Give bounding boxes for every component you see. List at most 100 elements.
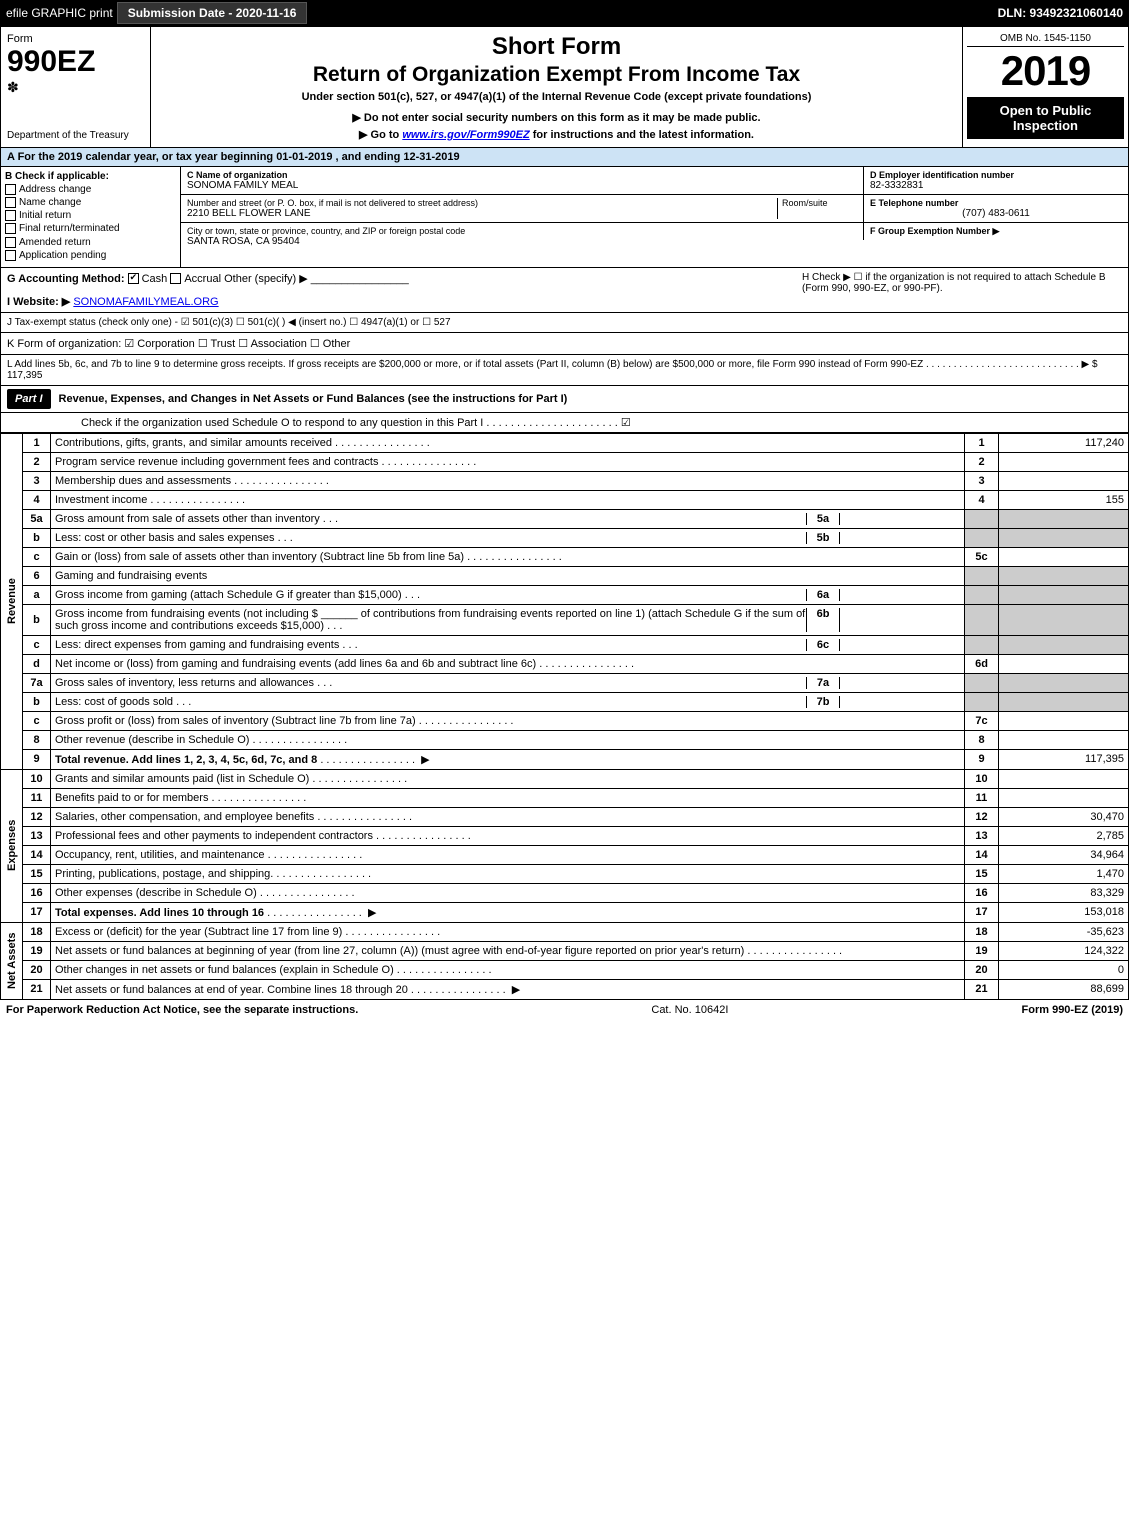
line-desc: Contributions, gifts, grants, and simila… [51, 433, 965, 452]
line-number: 11 [23, 788, 51, 807]
line-number: 13 [23, 826, 51, 845]
chk-name-change[interactable]: Name change [5, 197, 176, 208]
section-b: B Check if applicable: Address change Na… [1, 167, 181, 267]
org-name: SONOMA FAMILY MEAL [187, 180, 857, 191]
line-value: 34,964 [999, 845, 1129, 864]
line-row: cLess: direct expenses from gaming and f… [1, 635, 1129, 654]
line-desc: Investment income . . . . . . . . . . . … [51, 490, 965, 509]
side-label-netassets: Net Assets [1, 922, 23, 999]
line-value: 88,699 [999, 979, 1129, 999]
h-text: H Check ▶ ☐ if the organization is not r… [792, 272, 1122, 308]
line-ref: 1 [965, 433, 999, 452]
section-c: C Name of organization SONOMA FAMILY MEA… [181, 167, 863, 267]
line-ref: 12 [965, 807, 999, 826]
line-ref: 3 [965, 471, 999, 490]
line-number: 8 [23, 730, 51, 749]
line-number: 20 [23, 960, 51, 979]
line-row: 8Other revenue (describe in Schedule O) … [1, 730, 1129, 749]
line-desc: Gross income from gaming (attach Schedul… [51, 585, 965, 604]
chk-address-change[interactable]: Address change [5, 184, 176, 195]
line-desc: Gross amount from sale of assets other t… [51, 509, 965, 528]
line-value [999, 654, 1129, 673]
footer: For Paperwork Reduction Act Notice, see … [0, 1000, 1129, 1020]
line-value [999, 788, 1129, 807]
line-row: 6Gaming and fundraising events [1, 566, 1129, 585]
subtitle: Under section 501(c), 527, or 4947(a)(1)… [161, 91, 952, 103]
header-center: Short Form Return of Organization Exempt… [151, 27, 963, 147]
row-g-h: G Accounting Method: Cash Accrual Other … [0, 268, 1129, 313]
line-number: c [23, 711, 51, 730]
line-number: b [23, 692, 51, 711]
chk-final-return[interactable]: Final return/terminated [5, 223, 176, 234]
line-desc: Excess or (deficit) for the year (Subtra… [51, 922, 965, 941]
short-form-title: Short Form [161, 33, 952, 61]
form-number: 990EZ [7, 45, 144, 79]
chk-accrual[interactable] [170, 273, 181, 284]
line-ref: 20 [965, 960, 999, 979]
line-desc: Gross profit or (loss) from sales of inv… [51, 711, 965, 730]
line-desc: Net income or (loss) from gaming and fun… [51, 654, 965, 673]
line-ref: 19 [965, 941, 999, 960]
line-row: 3Membership dues and assessments . . . .… [1, 471, 1129, 490]
line-desc: Total revenue. Add lines 1, 2, 3, 4, 5c,… [51, 749, 965, 769]
line-ref: 9 [965, 749, 999, 769]
line-row: aGross income from gaming (attach Schedu… [1, 585, 1129, 604]
f-label: F Group Exemption Number ▶ [870, 226, 1122, 237]
chk-initial-return[interactable]: Initial return [5, 210, 176, 221]
line-number: 7a [23, 673, 51, 692]
line-row: 21Net assets or fund balances at end of … [1, 979, 1129, 999]
line-number: 15 [23, 864, 51, 883]
form-word: Form [7, 33, 144, 45]
line-number: d [23, 654, 51, 673]
line-desc: Benefits paid to or for members . . . . … [51, 788, 965, 807]
room-suite-label: Room/suite [777, 198, 857, 219]
line-row: Expenses10Grants and similar amounts pai… [1, 769, 1129, 788]
line-value [999, 452, 1129, 471]
line-row: 19Net assets or fund balances at beginni… [1, 941, 1129, 960]
line-row: 15Printing, publications, postage, and s… [1, 864, 1129, 883]
l-row: L Add lines 5b, 6c, and 7b to line 9 to … [0, 355, 1129, 386]
i-label: I Website: ▶ [7, 296, 70, 308]
line-value: 117,395 [999, 749, 1129, 769]
line-desc: Grants and similar amounts paid (list in… [51, 769, 965, 788]
chk-application-pending[interactable]: Application pending [5, 250, 176, 261]
chk-cash[interactable] [128, 273, 139, 284]
lines-table: Revenue 1Contributions, gifts, grants, an… [0, 433, 1129, 1000]
line-value: -35,623 [999, 922, 1129, 941]
line-desc: Membership dues and assessments . . . . … [51, 471, 965, 490]
line-desc: Less: direct expenses from gaming and fu… [51, 635, 965, 654]
line-number: 18 [23, 922, 51, 941]
warning-1: ▶ Do not enter social security numbers o… [161, 111, 952, 124]
side-label-revenue: Revenue [1, 433, 23, 769]
irs-link[interactable]: www.irs.gov/Form990EZ [402, 129, 529, 141]
line-desc: Occupancy, rent, utilities, and maintena… [51, 845, 965, 864]
line-row: bLess: cost of goods sold . . .7b [1, 692, 1129, 711]
phone-value: (707) 483-0611 [870, 208, 1122, 219]
line-number: 4 [23, 490, 51, 509]
line-row: 9Total revenue. Add lines 1, 2, 3, 4, 5c… [1, 749, 1129, 769]
line-number: 14 [23, 845, 51, 864]
form-header: Form 990EZ ✽ Department of the Treasury … [0, 26, 1129, 148]
line-number: 21 [23, 979, 51, 999]
line-ref: 2 [965, 452, 999, 471]
d-label: D Employer identification number [870, 170, 1122, 180]
chk-amended-return[interactable]: Amended return [5, 237, 176, 248]
line-number: 9 [23, 749, 51, 769]
line-ref: 11 [965, 788, 999, 807]
line-ref: 7c [965, 711, 999, 730]
e-label: E Telephone number [870, 198, 1122, 208]
line-desc: Gross income from fundraising events (no… [51, 604, 965, 635]
submission-date-button[interactable]: Submission Date - 2020-11-16 [117, 2, 308, 24]
tax-year-row: A For the 2019 calendar year, or tax yea… [0, 148, 1129, 167]
line-value: 1,470 [999, 864, 1129, 883]
org-address: 2210 BELL FLOWER LANE [187, 208, 777, 219]
line-row: 14Occupancy, rent, utilities, and mainte… [1, 845, 1129, 864]
line-number: 2 [23, 452, 51, 471]
line-value: 153,018 [999, 902, 1129, 922]
website-link[interactable]: SONOMAFAMILYMEAL.ORG [73, 296, 218, 308]
line-row: 12Salaries, other compensation, and empl… [1, 807, 1129, 826]
efile-label: efile GRAPHIC print [6, 6, 113, 20]
line-number: 3 [23, 471, 51, 490]
c-addr-label: Number and street (or P. O. box, if mail… [187, 198, 777, 208]
line-desc: Net assets or fund balances at beginning… [51, 941, 965, 960]
